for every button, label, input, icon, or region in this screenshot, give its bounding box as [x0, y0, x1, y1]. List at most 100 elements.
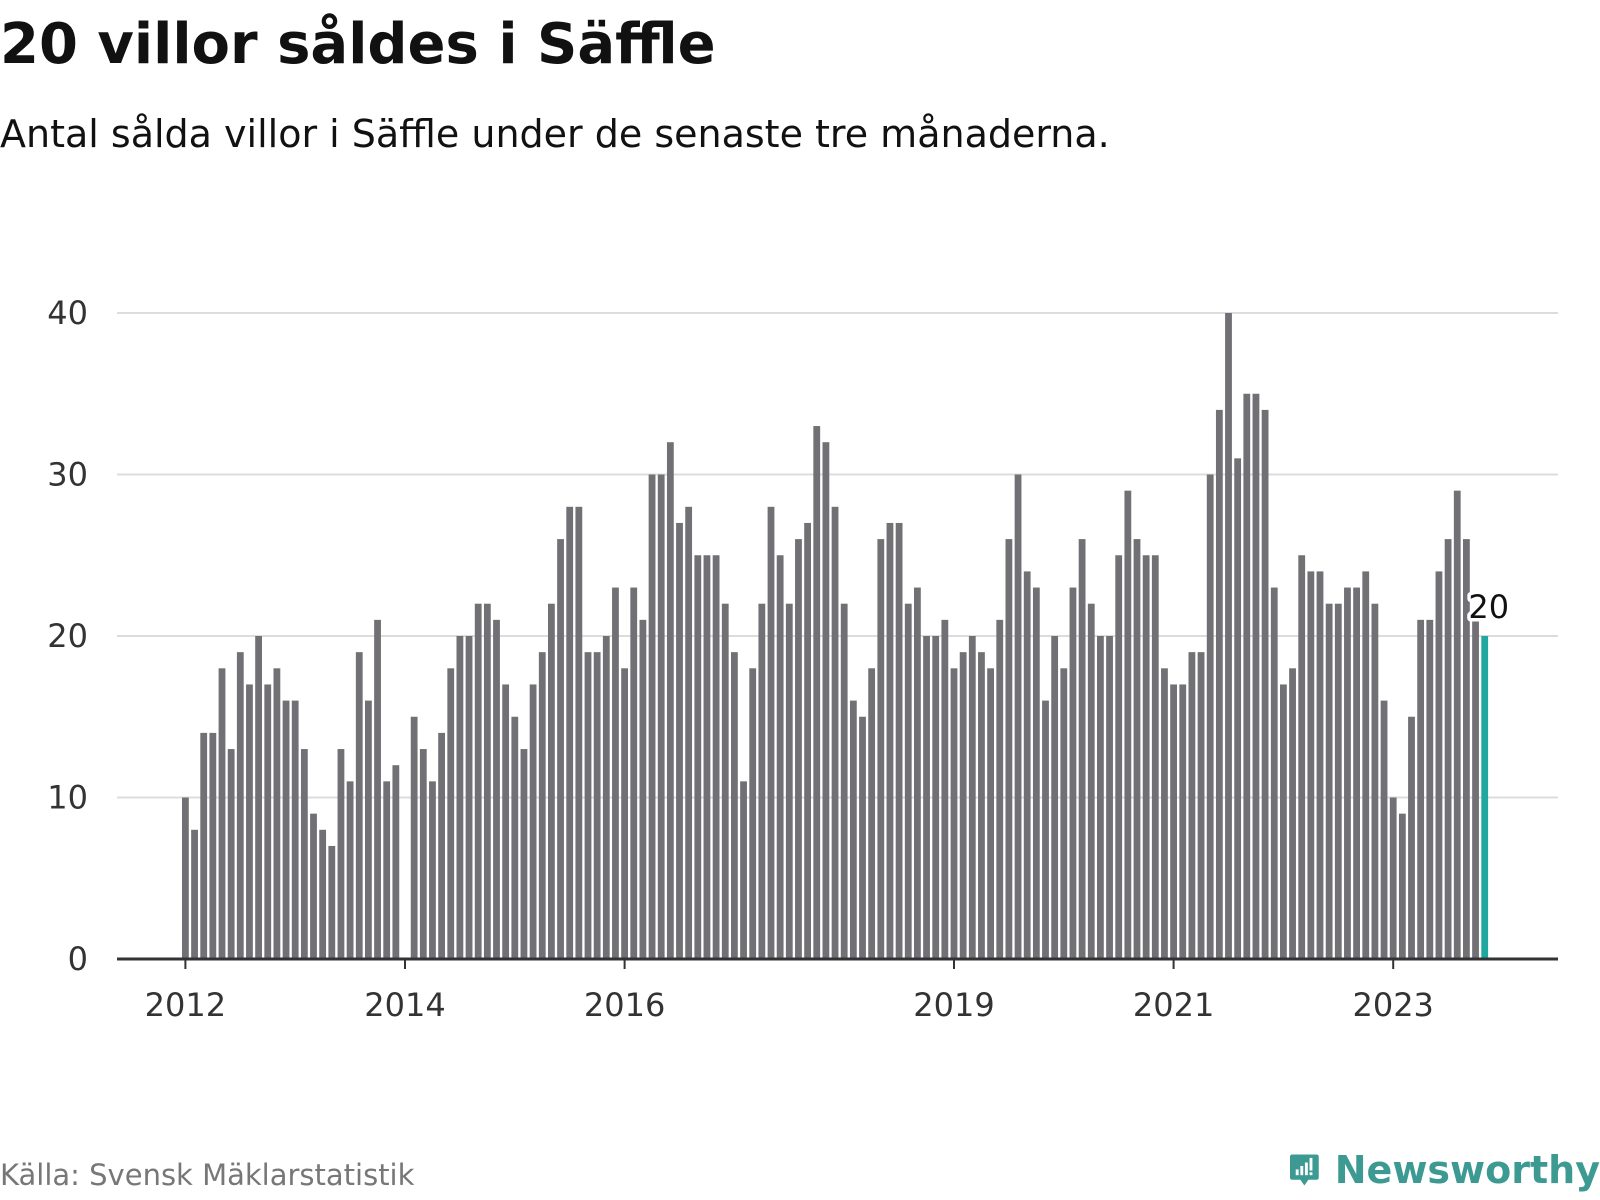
- bar: [968, 636, 976, 959]
- bar: [877, 539, 885, 959]
- bar: [740, 781, 747, 959]
- bar: [1307, 571, 1315, 959]
- bar: [383, 781, 391, 959]
- bar: [1234, 458, 1242, 959]
- bar: [548, 603, 555, 959]
- bar: [1005, 539, 1013, 959]
- bar: [731, 652, 738, 959]
- bar: [1225, 313, 1232, 959]
- bar: [1060, 668, 1068, 959]
- bar: [721, 603, 729, 959]
- highlight-bar: [1481, 636, 1489, 959]
- bar: [1151, 555, 1159, 959]
- bar: [1252, 393, 1260, 959]
- bar: [1417, 619, 1425, 959]
- bar: [1344, 587, 1351, 959]
- bar: [932, 636, 940, 959]
- bar: [1408, 716, 1415, 959]
- bar: [1179, 684, 1187, 959]
- bar: [191, 829, 198, 959]
- bar: [657, 474, 665, 959]
- bar: [502, 684, 510, 959]
- bar: [959, 652, 967, 959]
- bar: [246, 684, 253, 959]
- bar: [1280, 684, 1287, 959]
- bar: [804, 522, 811, 959]
- highlight-data-label: 20: [1468, 588, 1509, 626]
- bar: [630, 587, 638, 959]
- bar: [849, 700, 857, 959]
- bar: [337, 749, 345, 959]
- bar: [612, 587, 619, 959]
- bar: [282, 700, 290, 959]
- bar: [712, 555, 720, 959]
- bar: [1032, 587, 1040, 959]
- bar: [419, 749, 427, 959]
- bar: [538, 652, 546, 959]
- bar: [1069, 587, 1077, 959]
- bar: [1426, 619, 1434, 959]
- bar: [785, 603, 793, 959]
- bar: [914, 587, 921, 959]
- bar: [1362, 571, 1370, 959]
- y-tick-label: 10: [47, 779, 88, 817]
- bar: [1270, 587, 1278, 959]
- bar: [895, 522, 903, 959]
- bar: [374, 619, 381, 959]
- bar: [1188, 652, 1196, 959]
- bar: [749, 668, 757, 959]
- bar: [291, 700, 299, 959]
- bar: [648, 474, 656, 959]
- bar: [1380, 700, 1388, 959]
- x-tick-label: 2019: [913, 986, 994, 1024]
- bar: [859, 716, 866, 959]
- bar: [1261, 409, 1269, 959]
- bar: [904, 603, 912, 959]
- bar: [575, 506, 583, 959]
- bar: [1463, 539, 1470, 959]
- bar: [429, 781, 436, 959]
- bar: [767, 506, 775, 959]
- bar: [987, 668, 994, 959]
- bar: [1106, 636, 1113, 959]
- bar: [1078, 539, 1086, 959]
- brand-logo: Newsworthy: [1290, 1138, 1600, 1200]
- x-tick-label: 2023: [1352, 986, 1433, 1024]
- x-tick-label: 2016: [584, 986, 665, 1024]
- bar: [1087, 603, 1095, 959]
- bar: [447, 668, 455, 959]
- bar: [621, 668, 628, 959]
- bar: [1472, 619, 1479, 959]
- y-tick-label: 40: [47, 294, 88, 332]
- bar: [584, 652, 592, 959]
- bar: [511, 716, 519, 959]
- bar: [438, 732, 445, 959]
- chart-subtitle: Antal sålda villor i Säffle under de sen…: [0, 112, 1110, 156]
- bar: [182, 797, 189, 959]
- bar: [1051, 636, 1059, 959]
- bar: [813, 426, 821, 959]
- bar: [410, 716, 418, 959]
- bar: [557, 539, 564, 959]
- bar: [227, 749, 235, 959]
- bar: [493, 619, 500, 959]
- bar: [365, 700, 372, 959]
- bar: [1142, 555, 1150, 959]
- bar: [941, 619, 949, 959]
- bar: [300, 749, 308, 959]
- bar: [996, 619, 1004, 959]
- bar: [200, 732, 208, 959]
- bar: [236, 652, 244, 959]
- bar: [209, 732, 217, 959]
- chart-title: 20 villor såldes i Säffle: [0, 12, 716, 77]
- bar: [1298, 555, 1306, 959]
- bar: [520, 749, 528, 959]
- y-axis-ticks: 0 10 20 30 40: [47, 294, 88, 978]
- x-axis-ticks: 2012 2014 2016 2019 2021 2023: [145, 959, 1434, 1024]
- data-labels: 20: [1465, 585, 1513, 630]
- bar: [1334, 603, 1342, 959]
- bar: [795, 539, 802, 959]
- bar: [1206, 474, 1214, 959]
- y-tick-label: 30: [47, 456, 88, 494]
- bar: [1042, 700, 1049, 959]
